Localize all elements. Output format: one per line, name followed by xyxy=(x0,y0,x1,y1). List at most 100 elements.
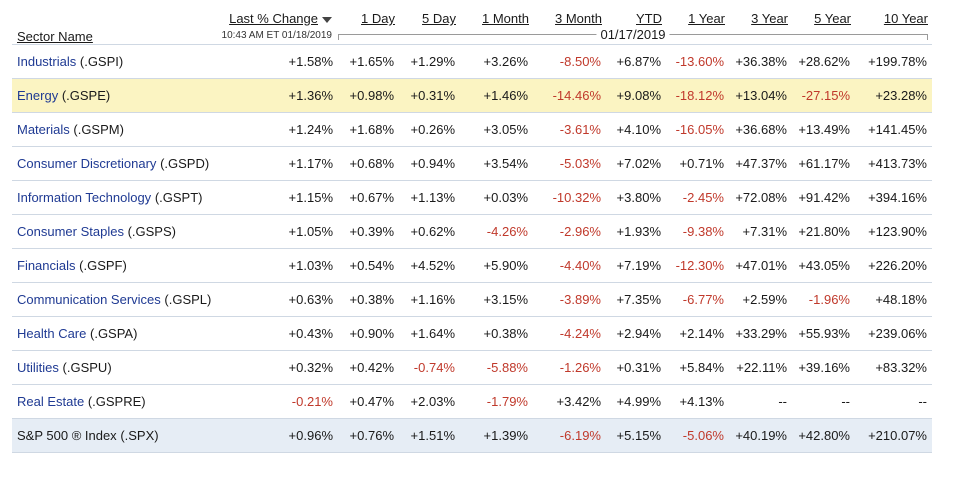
value-ytd: +7.35% xyxy=(616,292,661,307)
col-sector-name-label[interactable]: Sector Name xyxy=(17,29,93,44)
col-last-change-label[interactable]: Last % Change xyxy=(229,11,318,26)
value-1-day: +1.68% xyxy=(349,122,394,137)
value-last-change: +1.17% xyxy=(288,156,333,171)
value-5-year: +13.49% xyxy=(798,122,850,137)
value-3-month: -10.32% xyxy=(552,190,601,205)
col-5-day-label[interactable]: 5 Day xyxy=(422,11,456,26)
table-row: Communication Services (.GSPL) +0.63% +0.3… xyxy=(12,283,932,317)
table-row: Industrials (.GSPI) +1.58% +1.65% +1.29% +3.… xyxy=(12,44,932,79)
col-5-day[interactable]: 5 Day xyxy=(399,0,460,26)
sector-ticker: (.SPX) xyxy=(120,428,159,443)
value-1-year: +4.13% xyxy=(679,394,724,409)
header-row-sub: Sector Name 10:43 AM ET 01/18/2019 01/17… xyxy=(12,26,932,45)
date-band-tick-left xyxy=(338,34,339,40)
value-1-year: +2.14% xyxy=(679,326,724,341)
value-10-year: +23.28% xyxy=(875,88,927,103)
value-last-change: +1.24% xyxy=(288,122,333,137)
value-5-year: +61.17% xyxy=(798,156,850,171)
value-ytd: +1.93% xyxy=(616,224,661,239)
col-sector-name[interactable]: Sector Name xyxy=(12,26,217,45)
col-ytd-label[interactable]: YTD xyxy=(636,11,662,26)
sector-name-cell: Energy (.GSPE) xyxy=(12,79,217,113)
sort-desc-icon[interactable] xyxy=(322,16,332,23)
col-10-year[interactable]: 10 Year xyxy=(855,0,932,26)
sector-name-cell: Health Care (.GSPA) xyxy=(12,317,217,351)
value-1-month: +5.90% xyxy=(483,258,528,273)
value-ytd: +5.15% xyxy=(616,428,661,443)
sector-link[interactable]: Industrials xyxy=(17,54,77,69)
value-1-year: -2.45% xyxy=(682,190,724,205)
sector-link[interactable]: Energy xyxy=(17,88,59,103)
col-1-month-label[interactable]: 1 Month xyxy=(482,11,529,26)
value-3-month: -3.89% xyxy=(559,292,601,307)
value-5-year: +21.80% xyxy=(798,224,850,239)
sector-link[interactable]: Consumer Discretionary xyxy=(17,156,157,171)
value-last-change: -0.21% xyxy=(291,394,333,409)
col-5-year[interactable]: 5 Year xyxy=(792,0,855,26)
sector-name-cell: Materials (.GSPM) xyxy=(12,113,217,147)
value-5-day: +0.26% xyxy=(410,122,455,137)
value-3-year: +2.59% xyxy=(742,292,787,307)
value-3-year: +40.19% xyxy=(735,428,787,443)
sector-link[interactable]: Information Technology xyxy=(17,190,152,205)
col-3-month[interactable]: 3 Month xyxy=(533,0,606,26)
sector-link[interactable]: Materials xyxy=(17,122,70,137)
sector-link[interactable]: Communication Services xyxy=(17,292,161,307)
value-3-year: +36.68% xyxy=(735,122,787,137)
value-5-day: +0.62% xyxy=(410,224,455,239)
value-last-change: +1.36% xyxy=(288,88,333,103)
value-5-year: +39.16% xyxy=(798,360,850,375)
col-10-year-label[interactable]: 10 Year xyxy=(883,11,928,26)
col-ytd[interactable]: YTD xyxy=(606,0,666,26)
col-5-year-label[interactable]: 5 Year xyxy=(814,11,851,26)
value-3-year: -- xyxy=(778,394,787,409)
sector-ticker: (.GSPRE) xyxy=(87,394,146,409)
sector-link[interactable]: Consumer Staples xyxy=(17,224,124,239)
value-1-day: +0.68% xyxy=(349,156,394,171)
col-1-day-label[interactable]: 1 Day xyxy=(361,11,395,26)
value-3-month: -6.19% xyxy=(559,428,601,443)
value-3-year: +22.11% xyxy=(736,360,787,375)
value-5-year: +55.93% xyxy=(798,326,850,341)
sector-link[interactable]: Health Care xyxy=(17,326,87,341)
col-1-month[interactable]: 1 Month xyxy=(460,0,533,26)
sector-ticker: (.GSPT) xyxy=(154,190,203,205)
value-5-day: +1.64% xyxy=(410,326,455,341)
sector-link[interactable]: Utilities xyxy=(17,360,59,375)
value-last-change: +0.63% xyxy=(288,292,333,307)
col-1-year-label[interactable]: 1 Year xyxy=(688,11,725,26)
value-10-year: +239.06% xyxy=(868,326,927,341)
value-5-day: +1.13% xyxy=(410,190,455,205)
col-last-change[interactable]: Last % Change xyxy=(217,0,338,26)
value-ytd: +9.08% xyxy=(616,88,661,103)
value-5-day: +1.51% xyxy=(410,428,455,443)
value-3-year: +47.37% xyxy=(735,156,787,171)
value-5-year: +42.80% xyxy=(798,428,850,443)
date-band: 01/17/2019 xyxy=(338,26,928,44)
value-3-month: -8.50% xyxy=(559,54,601,69)
value-5-day: -0.74% xyxy=(413,360,455,375)
col-3-month-label[interactable]: 3 Month xyxy=(555,11,602,26)
col-1-year[interactable]: 1 Year xyxy=(666,0,729,26)
value-1-year: -6.77% xyxy=(682,292,724,307)
sector-ticker: (.GSPS) xyxy=(127,224,176,239)
value-1-day: +0.54% xyxy=(349,258,394,273)
col-1-day[interactable]: 1 Day xyxy=(338,0,399,26)
value-ytd: +6.87% xyxy=(616,54,661,69)
table-row: Financials (.GSPF) +1.03% +0.54% +4.52% +5.9… xyxy=(12,249,932,283)
col-3-year-label[interactable]: 3 Year xyxy=(751,11,788,26)
value-1-month: -5.88% xyxy=(486,360,528,375)
header-row-periods: Last % Change 1 Day 5 Day 1 Month 3 Mont… xyxy=(12,0,932,26)
value-1-month: +0.03% xyxy=(483,190,528,205)
sector-link[interactable]: Real Estate xyxy=(17,394,85,409)
sector-ticker: (.GSPA) xyxy=(90,326,138,341)
col-3-year[interactable]: 3 Year xyxy=(729,0,792,26)
value-5-day: +4.52% xyxy=(410,258,455,273)
value-last-change: +1.58% xyxy=(288,54,333,69)
value-5-day: +2.03% xyxy=(410,394,455,409)
value-3-year: +47.01% xyxy=(735,258,787,273)
value-ytd: +0.31% xyxy=(616,360,661,375)
sector-link[interactable]: Financials xyxy=(17,258,76,273)
value-1-year: -12.30% xyxy=(675,258,724,273)
value-1-year: +0.71% xyxy=(679,156,724,171)
